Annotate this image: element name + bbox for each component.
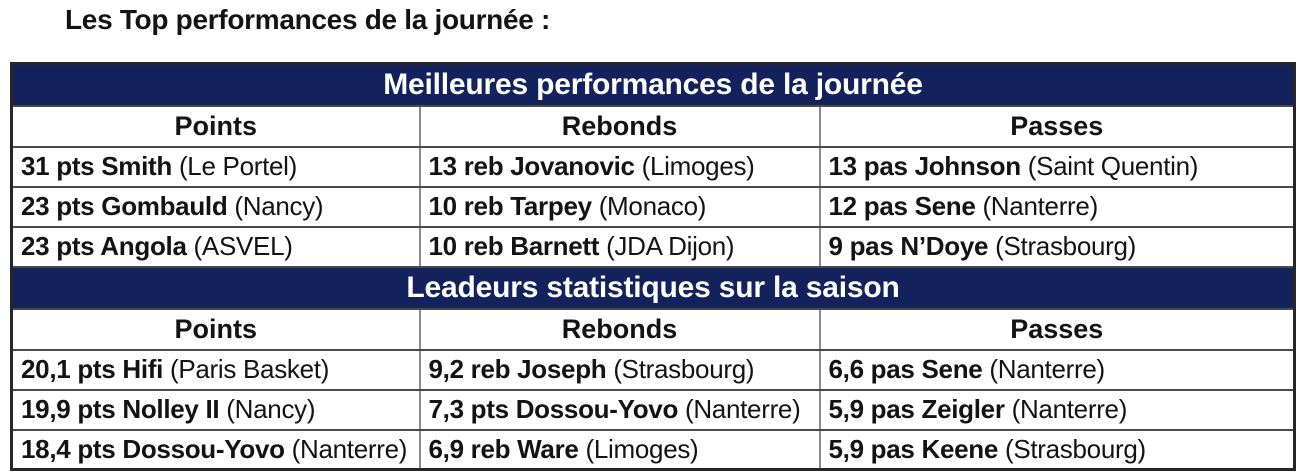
column-header-rebonds: Rebonds — [418, 104, 821, 148]
stat-cell: 23 pts Gombauld (Nancy) — [10, 185, 421, 228]
column-header-passes: Passes — [818, 104, 1296, 148]
stat-value: 13 pas Johnson — [828, 151, 1022, 181]
page-title: Les Top performances de la journée : — [65, 4, 551, 35]
stat-value: 31 pts Smith — [21, 151, 172, 181]
stat-cell: 9,2 reb Joseph (Strasbourg) — [418, 348, 821, 391]
stat-team: (Limoges) — [641, 151, 755, 181]
stat-team: (Nanterre) — [1011, 394, 1128, 424]
stat-team: (Monaco) — [598, 191, 707, 221]
stat-value: 5,9 pas Keene — [828, 433, 999, 464]
stat-cell: 23 pts Angola (ASVEL) — [10, 225, 421, 268]
stat-cell: 13 pas Johnson (Saint Quentin) — [818, 145, 1296, 188]
stat-team: (Strasbourg) — [613, 354, 755, 384]
table-row: 18,4 pts Dossou-Yovo (Nanterre) 6,9 reb … — [10, 428, 1296, 471]
stat-cell: 10 reb Barnett (JDA Dijon) — [418, 225, 821, 268]
stat-value: 10 reb Tarpey — [428, 191, 593, 221]
column-header-row: Points Rebonds Passes — [10, 307, 1296, 351]
stat-cell: 6,9 reb Ware (Limoges) — [418, 428, 821, 471]
stat-value: 23 pts Gombauld — [21, 191, 228, 221]
stat-value: 9 pas N’Doye — [828, 231, 989, 261]
stat-team: (Paris Basket) — [169, 354, 330, 384]
stat-cell: 6,6 pas Sene (Nanterre) — [818, 348, 1296, 391]
stat-team: (Strasbourg) — [1004, 433, 1146, 464]
column-header-points: Points — [10, 104, 421, 148]
stat-value: 9,2 reb Joseph — [428, 354, 607, 384]
stat-cell: 19,9 pts Nolley II (Nancy) — [10, 388, 421, 431]
section-band-title: Leadeurs statistiques sur la saison — [10, 265, 1296, 310]
stat-value: 13 reb Jovanovic — [428, 151, 636, 181]
section-band-title: Meilleures performances de la journée — [10, 62, 1296, 107]
stat-cell: 31 pts Smith (Le Portel) — [10, 145, 421, 188]
stat-team: (JDA Dijon) — [606, 231, 735, 261]
stat-cell: 10 reb Tarpey (Monaco) — [418, 185, 821, 228]
stats-table: Meilleures performances de la journée Po… — [10, 62, 1296, 471]
stat-team: (Nancy) — [234, 191, 324, 221]
column-header-points: Points — [10, 307, 421, 351]
table-row: 19,9 pts Nolley II (Nancy) 7,3 pts Dosso… — [10, 388, 1296, 431]
stat-team: (Nanterre) — [989, 354, 1105, 384]
stat-team: (Strasbourg) — [995, 231, 1137, 261]
stat-value: 20,1 pts Hifi — [21, 354, 164, 384]
stat-cell: 13 reb Jovanovic (Limoges) — [418, 145, 821, 188]
stat-cell: 20,1 pts Hifi (Paris Basket) — [10, 348, 421, 391]
stat-cell: 12 pas Sene (Nanterre) — [818, 185, 1296, 228]
column-header-passes: Passes — [818, 307, 1296, 351]
stat-team: (Saint Quentin) — [1027, 151, 1199, 181]
stat-cell: 5,9 pas Zeigler (Nanterre) — [818, 388, 1296, 431]
stat-team: (Nanterre) — [684, 394, 801, 424]
stat-team: (Nancy) — [226, 394, 316, 424]
column-header-rebonds: Rebonds — [418, 307, 821, 351]
stat-value: 5,9 pas Zeigler — [828, 394, 1005, 424]
section-band-day: Meilleures performances de la journée — [10, 62, 1296, 107]
stat-team: (Nanterre) — [291, 433, 408, 464]
stat-team: (Nanterre) — [982, 191, 1098, 221]
stat-value: 12 pas Sene — [828, 191, 976, 221]
stat-cell: 9 pas N’Doye (Strasbourg) — [818, 225, 1296, 268]
stat-team: (Limoges) — [585, 433, 699, 464]
stat-value: 19,9 pts Nolley II — [21, 394, 220, 424]
stat-value: 10 reb Barnett — [428, 231, 600, 261]
section-band-season: Leadeurs statistiques sur la saison — [10, 265, 1296, 310]
stat-value: 7,3 pts Dossou-Yovo — [428, 394, 679, 424]
stat-cell: 5,9 pas Keene (Strasbourg) — [818, 428, 1296, 471]
stat-value: 18,4 pts Dossou-Yovo — [21, 433, 285, 464]
table-row: 20,1 pts Hifi (Paris Basket) 9,2 reb Jos… — [10, 348, 1296, 391]
stat-value: 23 pts Angola — [21, 231, 187, 261]
stat-value: 6,9 reb Ware — [428, 433, 579, 464]
stat-cell: 18,4 pts Dossou-Yovo (Nanterre) — [10, 428, 421, 471]
stat-cell: 7,3 pts Dossou-Yovo (Nanterre) — [418, 388, 821, 431]
column-header-row: Points Rebonds Passes — [10, 104, 1296, 148]
stat-team: (ASVEL) — [193, 231, 293, 261]
table-row: 31 pts Smith (Le Portel) 13 reb Jovanovi… — [10, 145, 1296, 188]
stat-team: (Le Portel) — [178, 151, 298, 181]
table-row: 23 pts Gombauld (Nancy) 10 reb Tarpey (M… — [10, 185, 1296, 228]
stat-value: 6,6 pas Sene — [828, 354, 983, 384]
table-row: 23 pts Angola (ASVEL) 10 reb Barnett (JD… — [10, 225, 1296, 268]
